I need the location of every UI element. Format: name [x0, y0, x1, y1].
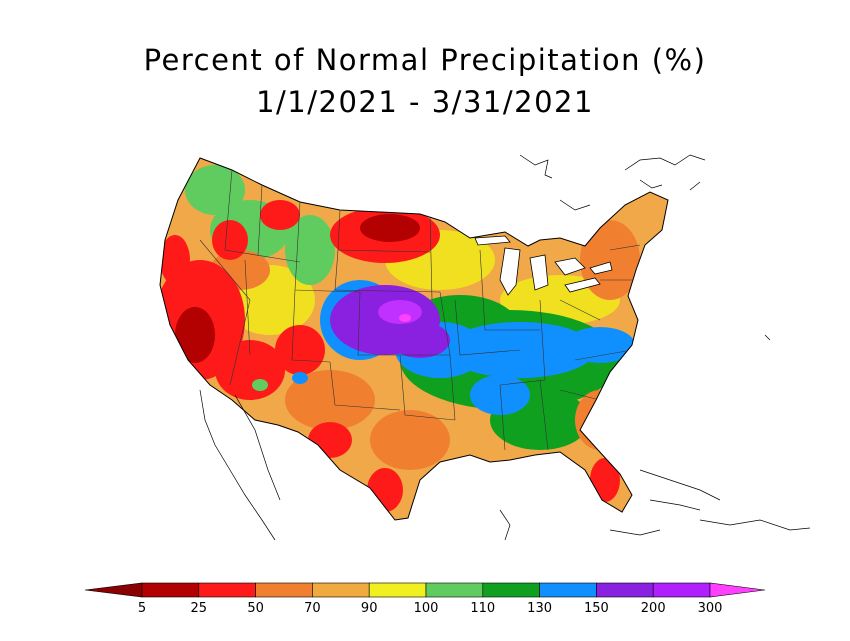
- precipitation-map: [159, 154, 811, 541]
- great-lakes: [474, 235, 613, 296]
- legend-tick-label: 70: [304, 601, 321, 616]
- legend-ticks: 5 25 50 70 90 100 110 130 150 200 300: [138, 601, 723, 616]
- legend-tick-label: 200: [641, 601, 666, 616]
- map-title: Percent of Normal Precipitation (%): [143, 43, 707, 77]
- legend-swatch: [255, 582, 313, 598]
- legend-under-arrow: [84, 582, 143, 598]
- legend-tick-label: 5: [138, 601, 146, 616]
- legend-tick-label: 90: [361, 601, 378, 616]
- legend-tick-label: 110: [470, 601, 495, 616]
- legend-over-arrow: [709, 582, 766, 598]
- legend-swatch: [312, 582, 370, 598]
- legend-tick-label: 130: [527, 601, 552, 616]
- legend-swatch: [482, 582, 540, 598]
- legend-swatch: [596, 582, 654, 598]
- legend-swatch: [141, 582, 200, 598]
- us-outline: [159, 157, 669, 521]
- legend-tick-label: 50: [247, 601, 264, 616]
- legend-swatch: [425, 582, 484, 598]
- legend-swatch: [368, 582, 427, 598]
- legend-tick-label: 100: [414, 601, 439, 616]
- state-borders: [199, 169, 641, 451]
- map-date-range: 1/1/2021 - 3/31/2021: [256, 85, 594, 119]
- legend-colorbar: [84, 582, 766, 598]
- neighbor-coastlines: [199, 154, 811, 541]
- color-legend: 5 25 50 70 90 100 110 130 150 200 300: [84, 582, 766, 616]
- legend-swatch: [539, 582, 597, 598]
- legend-tick-label: 150: [584, 601, 609, 616]
- legend-swatch: [198, 582, 256, 598]
- legend-tick-label: 300: [698, 601, 723, 616]
- legend-swatch: [652, 582, 711, 598]
- legend-tick-label: 25: [191, 601, 208, 616]
